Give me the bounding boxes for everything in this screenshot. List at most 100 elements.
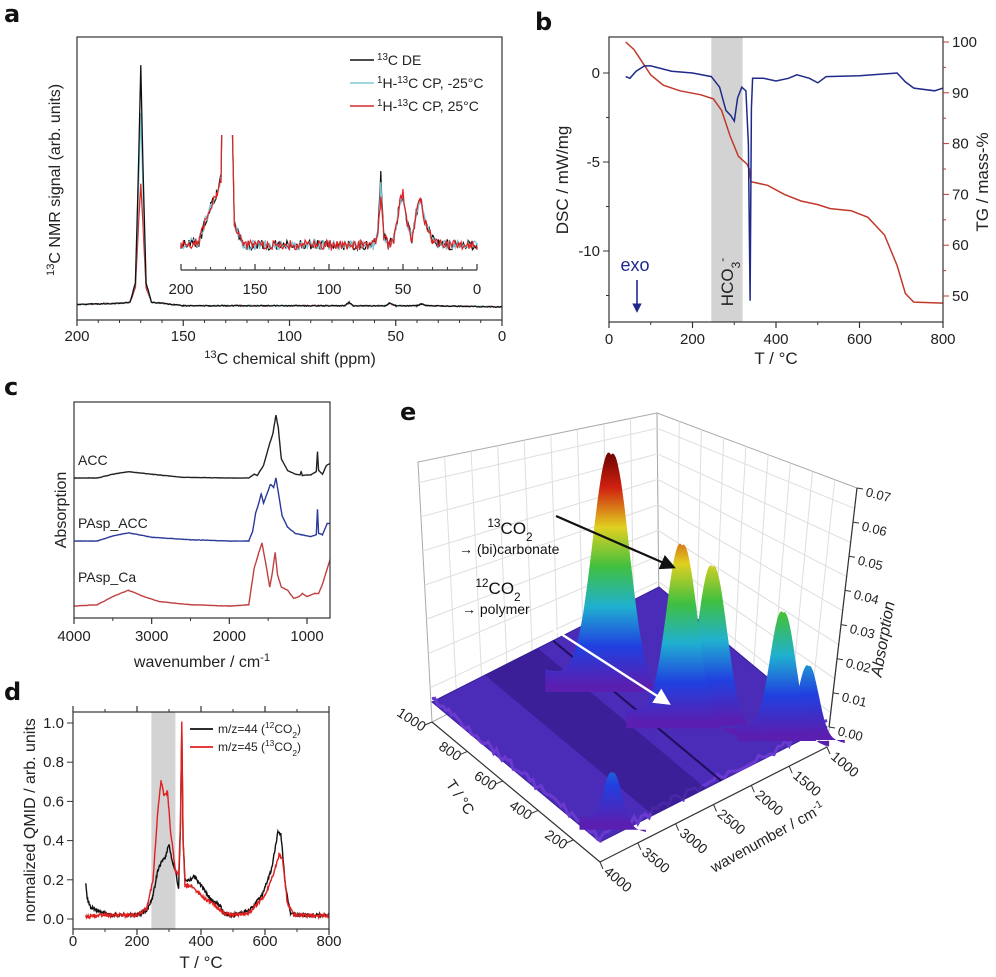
ir-spectra: [74, 414, 330, 607]
x-tick-label: 150: [242, 281, 267, 298]
y-tick-label: 0.2: [43, 872, 64, 889]
surface-peak: [545, 452, 677, 703]
x-axis-label-d: T / °C: [179, 953, 222, 972]
inset-spectra: 200 150 100 50 0: [168, 135, 481, 298]
wavenumber-tick-label: 2000: [752, 786, 786, 818]
panel-letter-b: b: [535, 8, 552, 36]
temperature-tick-label: 600: [472, 767, 500, 793]
grid-line: [424, 504, 844, 612]
grid-line: [550, 434, 559, 659]
y-tick-label-tg: 60: [952, 237, 969, 254]
x-tick-label: 0: [498, 328, 506, 345]
tg-curve: [625, 41, 943, 304]
x-tick-label: 0: [473, 281, 481, 298]
panel-letter-c: c: [4, 373, 18, 401]
panel-letter-d: d: [4, 678, 21, 706]
qmid-series-line: [85, 721, 329, 921]
absorption-tick-label: 0.06: [860, 518, 888, 539]
x-tick-label: 800: [316, 933, 341, 950]
grid-line: [420, 453, 851, 543]
surface-edge: [431, 696, 828, 844]
x-tick-label: 4000: [57, 628, 90, 645]
arrow-13co2-icon: [555, 514, 676, 570]
y-tick-label-tg: 50: [952, 288, 969, 305]
nmr-series-line: [77, 65, 502, 309]
absorption-tick-label: 0.04: [852, 587, 880, 608]
y-axis-label-d: normalized QMID / arb. units: [22, 718, 39, 922]
grid-line: [418, 427, 855, 509]
nmr-series-line: [77, 112, 502, 308]
panel-a: a 200 150 100 50 0 200 150 100 50 0 13C chemical…: [4, 0, 506, 368]
x-axis-a: 200 150 100 50 0: [64, 320, 506, 345]
panel-c: c 4000 3000 2000 1000 ACC PAsp_ACC PAsp_Ca wa…: [4, 373, 331, 671]
wavenumber-tick: [675, 823, 680, 831]
surface-peak: [579, 772, 646, 832]
annotation-13co2: 13CO2 → (bi)carbonate: [459, 514, 676, 570]
inset-lines: [180, 135, 478, 252]
y-axis-label-dsc: DSC / mW/mg: [553, 126, 572, 235]
x-tick-label: 50: [395, 281, 412, 298]
absorption-tick: [828, 726, 836, 729]
surface-peak: [737, 611, 830, 747]
temperature-tick-label: 800: [436, 738, 464, 764]
ir-series-line: [74, 542, 330, 607]
legend-label: 1H-13C CP, 25°C: [377, 98, 479, 115]
series-label: PAsp_ACC: [78, 515, 148, 531]
absorption-axis: [828, 487, 858, 728]
temperature-tick-label: 1000: [394, 704, 429, 734]
panel-b: b 0 200 400 600 800 0 -5 -10 100 90 80 70 60 50 HCO3-…: [535, 8, 992, 368]
y-tick-label-dsc: -5: [587, 154, 600, 171]
x-axis-label-a: 13C chemical shift (ppm): [204, 349, 376, 368]
series-label: ACC: [78, 452, 108, 468]
panel-letter-a: a: [4, 0, 20, 28]
hco3-label: HCO3-: [715, 258, 743, 306]
x-tick-label: 150: [171, 328, 196, 345]
nmr-spectra: [77, 65, 502, 309]
annotation-12co2: 12CO2 → polymer: [462, 576, 671, 705]
wavenumber-tick: [750, 785, 755, 793]
x-tick-label: 600: [847, 331, 872, 348]
wavenumber-tick: [788, 765, 793, 774]
hco3-shaded-region: [711, 37, 743, 322]
ir-surface: [431, 452, 845, 844]
qmid-curves: [85, 721, 329, 921]
annotation-13co2-title: 13CO2: [487, 516, 533, 544]
x-tick-label: 100: [316, 281, 341, 298]
absorption-tick: [852, 521, 860, 524]
3d-box-grid: [417, 412, 858, 748]
ir-series-line: [74, 477, 330, 543]
y-tick-label: 0.0: [43, 911, 64, 928]
grid-line: [497, 445, 509, 684]
x-tick-label: 200: [124, 933, 149, 950]
surface-dark-band: [484, 648, 706, 816]
y-tick-label-tg: 80: [952, 136, 969, 153]
x-tick-label: 200: [680, 331, 705, 348]
x-axis-c: 4000 3000 2000 1000: [57, 618, 324, 645]
panel-d: d 0 200 400 600 800 0.0 0.2 0.4 0.6 0.8 1.0 m/z=44…: [4, 678, 342, 972]
x-axis-label-c: wavenumber / cm-1: [133, 652, 270, 671]
temperature-tick: [460, 751, 468, 755]
x-tick-label: 200: [168, 281, 193, 298]
y-tick-label: 0.8: [43, 754, 64, 771]
wavenumber-tick: [637, 842, 642, 851]
temperature-tick-label: 400: [507, 797, 535, 823]
axes-d: 0 200 400 600 800 0.0 0.2 0.4 0.6 0.8 1.0: [43, 706, 342, 950]
wavenumber-tick: [599, 861, 604, 870]
dsc-tg-curves: [625, 41, 943, 304]
y-tick-label: 1.0: [43, 715, 64, 732]
absorption-tick: [840, 624, 848, 627]
x-tick-label: 0: [605, 331, 613, 348]
y-axis-label-e: T / °C: [442, 777, 478, 818]
plot-frame-b: [608, 36, 944, 323]
wavenumber-tick-label: 4000: [601, 863, 635, 895]
y-tick-label-tg: 100: [952, 34, 977, 51]
absorption-tick-label: 0.01: [840, 689, 868, 710]
y-axis-label-c: Absorption: [53, 472, 70, 549]
legend-label: 1H-13C CP, -25°C: [377, 75, 484, 92]
temperature-tick: [566, 839, 574, 844]
grid-line: [733, 446, 747, 670]
series-label: PAsp_Ca: [78, 569, 136, 585]
legend-label: 13C DE: [377, 52, 421, 69]
panel-letter-e: e: [400, 398, 416, 426]
